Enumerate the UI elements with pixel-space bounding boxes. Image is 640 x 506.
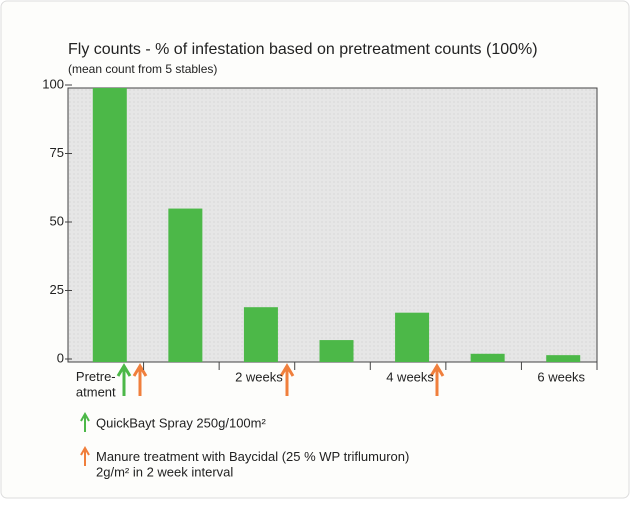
bar	[395, 312, 430, 362]
bar	[168, 208, 203, 362]
bar	[319, 340, 354, 362]
x-tick-label: 2 weeks	[235, 369, 283, 384]
chart-subtitle: (mean count from 5 stables)	[68, 62, 217, 76]
y-tick-label: 50	[50, 213, 64, 228]
chart-title: Fly counts - % of infestation based on p…	[68, 41, 538, 58]
bar	[243, 307, 278, 362]
bar	[546, 355, 581, 362]
treatment-arrows	[116, 363, 445, 396]
bar	[92, 88, 127, 362]
x-tick-label: Pretre-atment	[76, 369, 116, 400]
legend-label: QuickBayt Spray 250g/100m²	[96, 415, 266, 430]
y-tick-label: 75	[50, 145, 64, 160]
x-tick-label: 6 weeks	[537, 369, 585, 384]
x-tick-label: 4 weeks	[386, 369, 434, 384]
plot-area	[67, 87, 598, 363]
legend-arrows	[80, 411, 90, 466]
bar	[470, 353, 505, 362]
y-tick-label: 25	[50, 282, 64, 297]
legend-label: Manure treatment with Baycidal (25 % WP …	[96, 449, 409, 480]
y-tick-label: 100	[42, 76, 64, 91]
y-tick-label: 0	[57, 350, 64, 365]
